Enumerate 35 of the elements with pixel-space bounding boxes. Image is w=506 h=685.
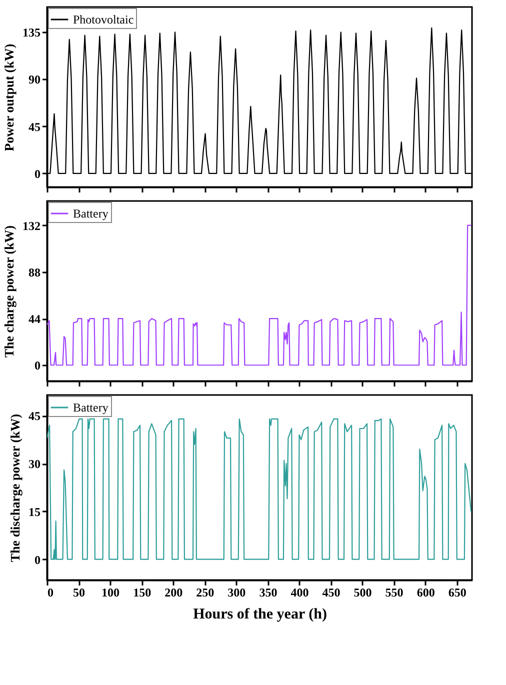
y-axis-title: The discharge power (kW) — [8, 414, 22, 562]
y-tick-label: 90 — [28, 72, 40, 87]
x-axis-title: Hours of the year (h) — [193, 606, 327, 622]
y-axis-title: Power output (kW) — [2, 44, 16, 152]
y-tick-label: 135 — [22, 26, 40, 40]
y-tick-label: 45 — [28, 120, 40, 134]
y-tick-label: 44 — [28, 312, 40, 326]
x-tick-label: 600 — [416, 586, 435, 600]
x-tick-label: 400 — [290, 586, 309, 600]
x-tick-label: 200 — [164, 586, 183, 600]
y-axis-title: The charge power (kW) — [2, 225, 16, 358]
y-tick-label: 30 — [28, 457, 40, 472]
line-series — [47, 224, 472, 366]
y-tick-label: 0 — [34, 166, 40, 181]
x-tick-label: 0 — [48, 586, 54, 600]
x-tick-label: 250 — [196, 586, 214, 600]
x-tick-label: 300 — [228, 586, 246, 600]
legend-label: Photovoltaic — [73, 12, 134, 26]
y-tick-label: 0 — [34, 358, 40, 373]
y-tick-label: 15 — [28, 504, 40, 519]
y-tick-label: 45 — [28, 409, 40, 424]
x-tick-label: 450 — [322, 586, 340, 600]
y-tick-label: 88 — [28, 265, 40, 280]
x-tick-label: 550 — [385, 586, 404, 600]
legend-label: Battery — [73, 206, 108, 220]
y-tick-label: 0 — [34, 552, 40, 567]
x-tick-label: 150 — [133, 586, 152, 600]
line-series — [47, 418, 472, 560]
legend-label: Battery — [73, 400, 108, 414]
x-tick-label: 350 — [259, 586, 278, 600]
x-tick-label: 100 — [102, 586, 120, 600]
x-tick-label: 650 — [448, 586, 466, 600]
x-tick-label: 500 — [354, 586, 372, 600]
y-tick-label: 132 — [22, 218, 40, 233]
x-tick-label: 50 — [73, 586, 86, 600]
